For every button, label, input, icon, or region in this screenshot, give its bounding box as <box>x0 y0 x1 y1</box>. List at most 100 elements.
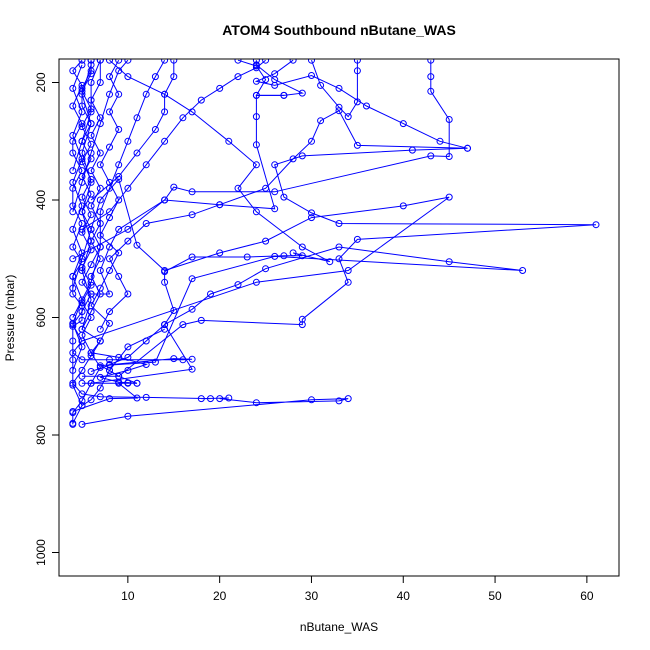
data-point <box>344 113 352 121</box>
data-point <box>87 349 95 357</box>
data-point <box>69 284 77 292</box>
data-point <box>151 358 159 366</box>
data-point <box>519 267 527 274</box>
data-point <box>161 108 169 116</box>
data-point <box>69 408 77 415</box>
data-point <box>87 108 95 116</box>
series-10 <box>69 59 306 263</box>
data-point <box>289 155 297 163</box>
data-point <box>69 272 77 280</box>
data-point <box>69 420 77 428</box>
data-point <box>133 149 141 157</box>
data-point <box>78 356 86 364</box>
data-point <box>161 137 169 145</box>
data-point <box>326 258 334 266</box>
data-point <box>78 420 86 428</box>
data-point <box>363 102 370 110</box>
data-point <box>170 183 178 191</box>
data-point <box>188 211 196 219</box>
data-point <box>207 395 214 403</box>
data-point <box>87 196 95 204</box>
data-point <box>592 221 600 229</box>
data-point <box>78 123 86 131</box>
data-point <box>87 237 95 245</box>
data-point <box>335 84 343 92</box>
data-point <box>271 70 279 78</box>
data-point <box>115 173 123 180</box>
data-point <box>317 117 325 125</box>
series-line-0 <box>72 59 83 424</box>
data-point <box>161 90 169 98</box>
data-point <box>225 394 233 402</box>
data-point <box>96 196 104 204</box>
data-point <box>271 188 279 196</box>
series-9 <box>87 59 453 298</box>
data-point <box>252 62 260 70</box>
data-point <box>106 356 113 364</box>
data-point <box>106 108 113 116</box>
series-line-10 <box>72 60 305 260</box>
data-point <box>298 315 306 323</box>
data-point <box>69 356 77 364</box>
data-point <box>96 373 104 381</box>
series-20 <box>234 59 288 99</box>
data-point <box>161 278 169 286</box>
data-point <box>78 225 86 233</box>
data-point <box>69 225 77 233</box>
y-tick-label-4: 1000 <box>34 539 48 566</box>
data-point <box>133 394 141 402</box>
data-point <box>106 267 113 274</box>
series-13 <box>69 59 169 321</box>
data-point <box>262 76 270 84</box>
data-point <box>106 90 113 98</box>
data-point <box>69 167 77 175</box>
data-point <box>445 116 453 123</box>
data-point <box>69 102 77 110</box>
data-point <box>225 137 233 145</box>
data-point <box>78 202 86 210</box>
data-point <box>289 249 297 257</box>
data-point <box>298 252 306 260</box>
data-point <box>115 196 123 204</box>
y-tick-label-2: 600 <box>34 307 48 327</box>
data-point <box>106 208 113 216</box>
data-point <box>216 84 224 92</box>
series-line-2 <box>72 60 349 425</box>
data-point <box>280 193 288 201</box>
data-point <box>78 397 86 405</box>
data-point <box>335 103 343 111</box>
data-point <box>252 77 260 85</box>
series-5 <box>87 59 334 387</box>
series-line-9 <box>91 60 450 295</box>
data-point <box>69 67 77 75</box>
data-point <box>179 321 187 329</box>
data-point <box>78 308 86 316</box>
data-point <box>106 243 113 251</box>
data-point <box>124 366 132 374</box>
series-line-1 <box>72 60 101 425</box>
data-point <box>96 393 104 401</box>
data-point <box>142 220 150 227</box>
data-point <box>87 261 95 269</box>
data-point <box>161 267 169 274</box>
data-point <box>427 87 435 95</box>
data-point <box>271 252 279 260</box>
data-point <box>124 225 132 233</box>
data-point <box>78 137 86 145</box>
data-point <box>78 278 86 286</box>
data-point <box>335 255 343 263</box>
data-point <box>298 152 306 160</box>
data-point <box>87 59 95 64</box>
data-point <box>78 155 86 163</box>
data-point <box>96 59 104 64</box>
data-point <box>78 108 86 116</box>
x-tick-label-2: 30 <box>305 589 319 603</box>
series-12 <box>87 59 178 204</box>
data-point <box>96 284 104 292</box>
data-point <box>87 120 95 128</box>
data-point <box>96 120 104 128</box>
data-point <box>96 243 104 251</box>
series-7 <box>87 243 527 375</box>
data-point <box>179 114 187 122</box>
data-point <box>87 396 95 404</box>
